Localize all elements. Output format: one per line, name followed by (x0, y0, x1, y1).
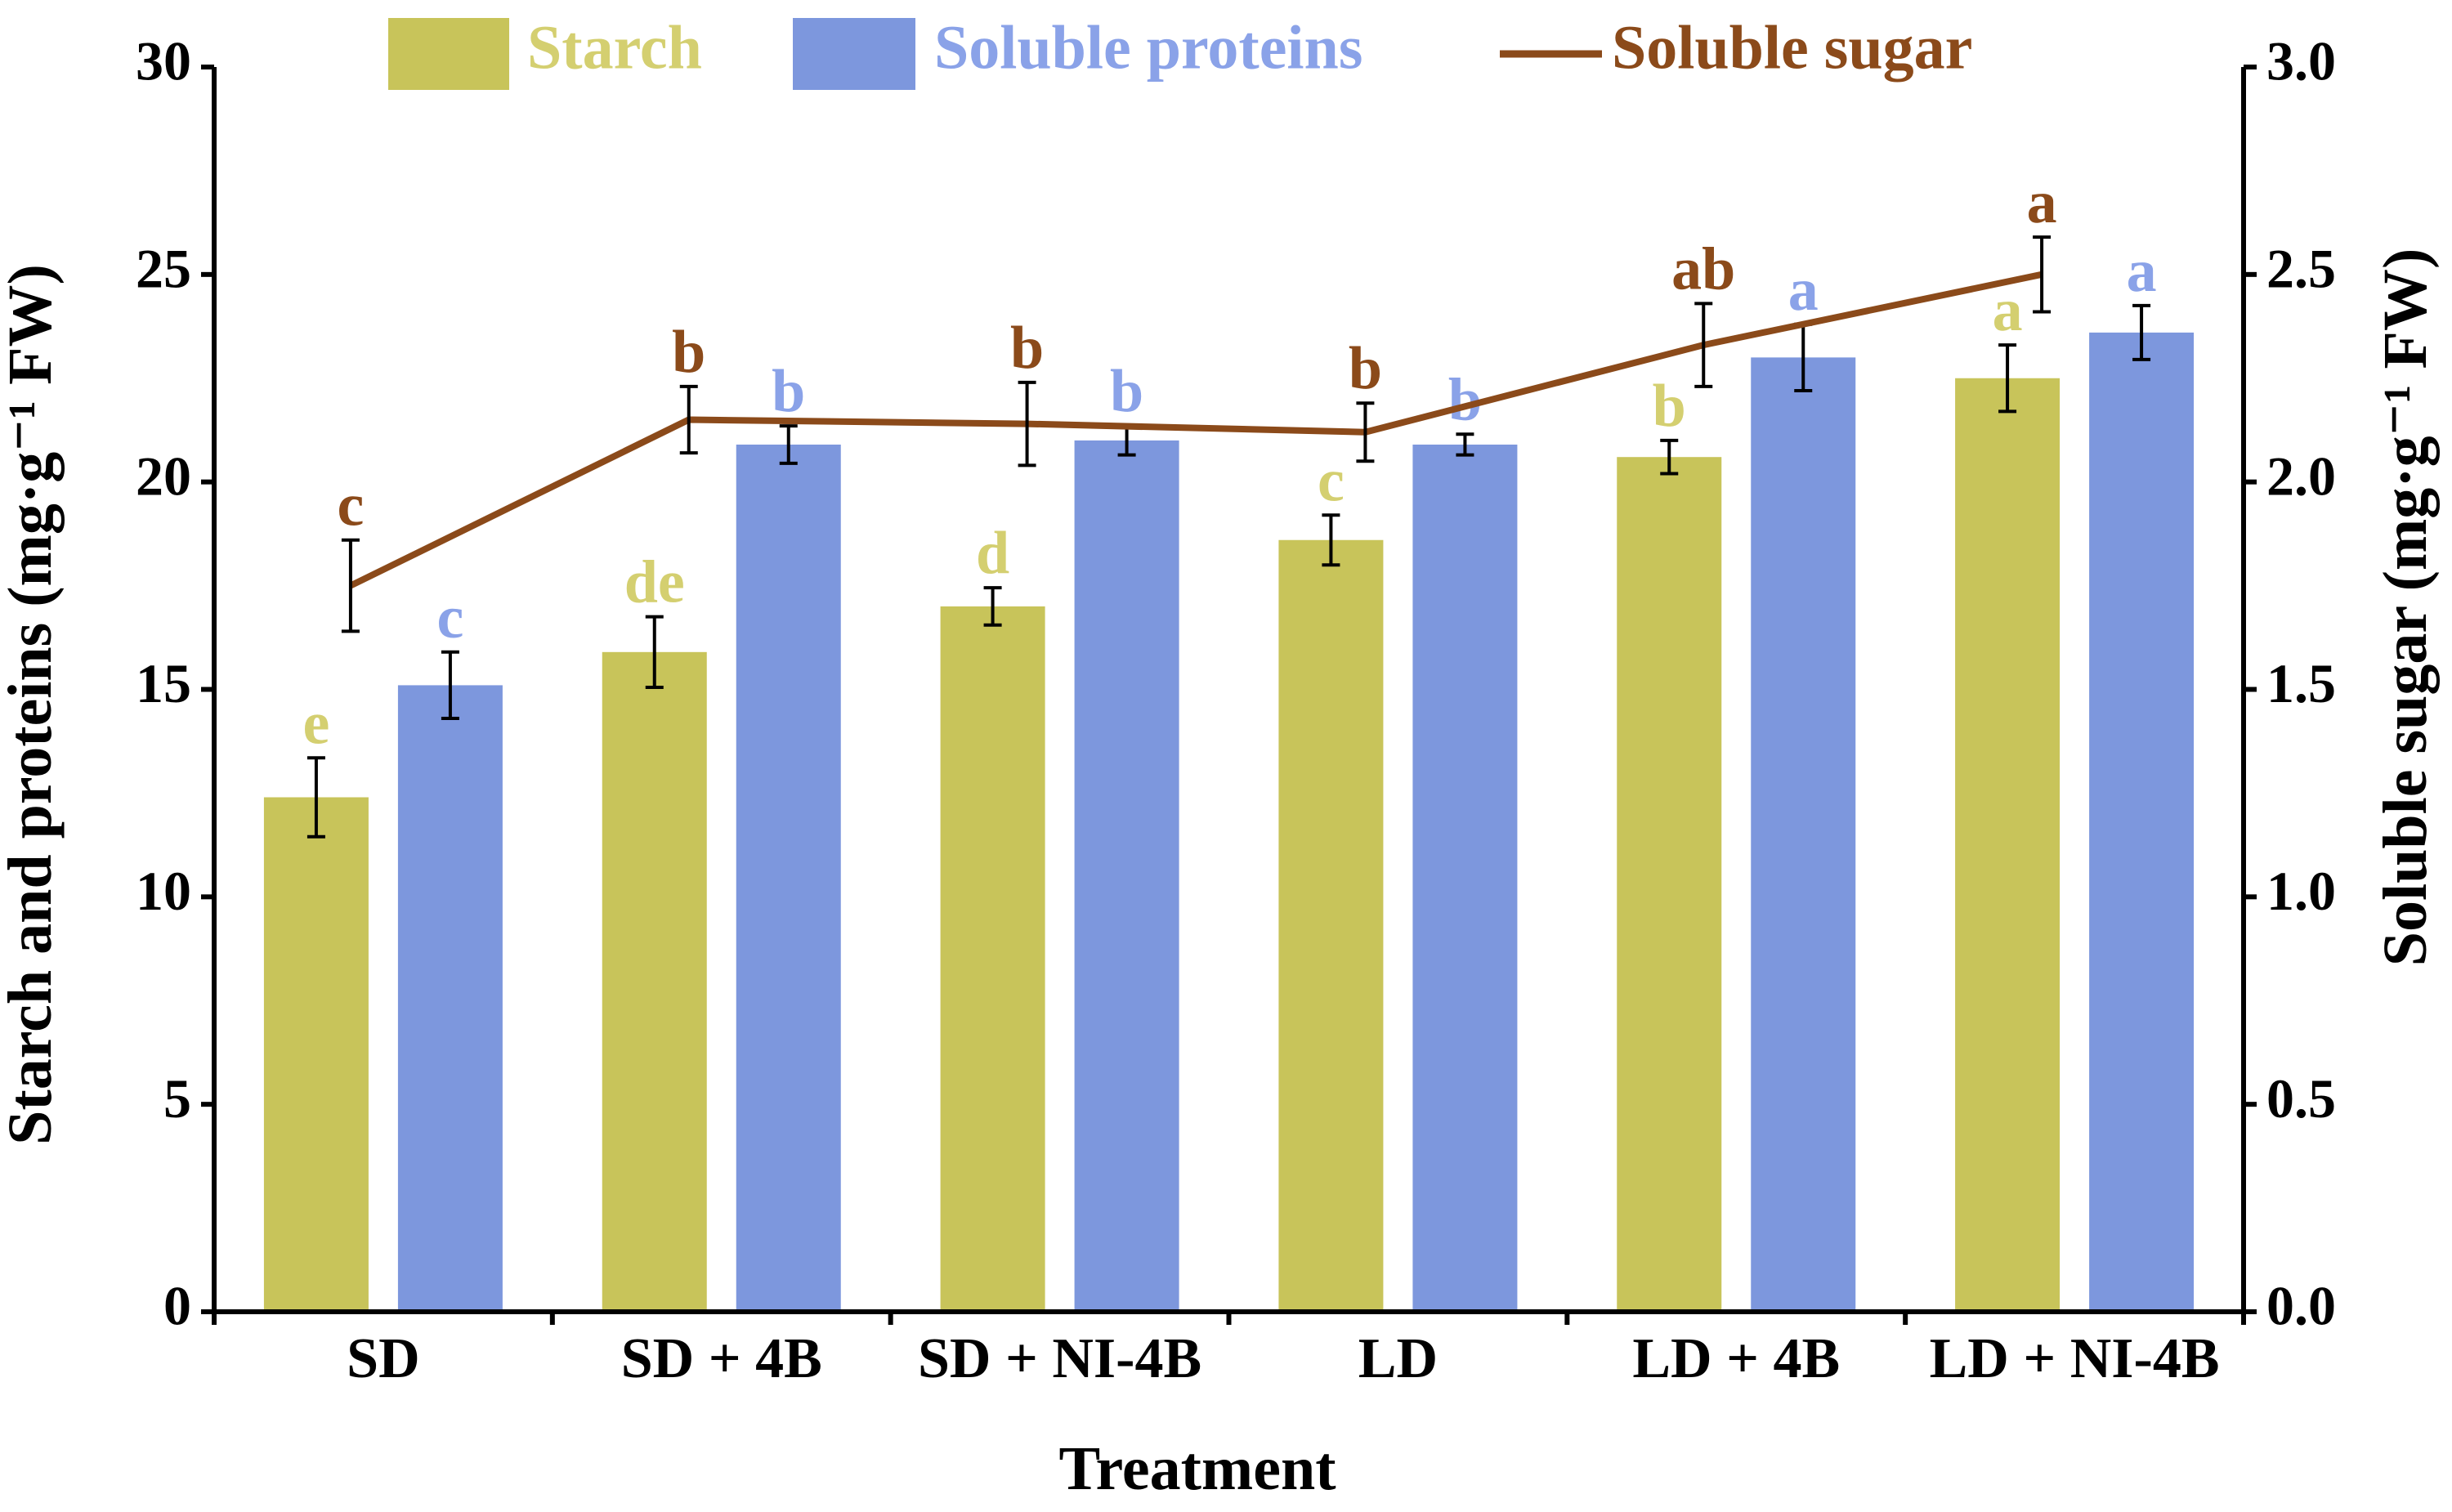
significance-letter-starch: a (1993, 277, 2023, 344)
bar-soluble-proteins (1751, 357, 1856, 1312)
significance-letter-starch: d (976, 520, 1009, 587)
legend-swatch-starch (388, 18, 509, 90)
y-tick-label-left: 5 (163, 1067, 191, 1130)
significance-letter-soluble-sugar: c (337, 472, 364, 539)
bar-soluble-proteins (397, 685, 503, 1312)
legend-swatch-soluble-proteins (793, 18, 915, 90)
significance-letter-soluble-proteins: c (436, 584, 463, 651)
y-tick-label-left: 25 (136, 237, 191, 299)
x-tick-label: SD (347, 1327, 419, 1390)
significance-letter-soluble-proteins: b (1110, 358, 1143, 425)
significance-letter-soluble-sugar: ab (1671, 235, 1735, 302)
y-tick-label-right: 1.0 (2266, 860, 2336, 922)
bar-starch (1955, 378, 2060, 1312)
bar-soluble-proteins (1074, 440, 1179, 1312)
y-axis-title-right: Soluble sugar (mg·g⁻¹ FW) (2371, 248, 2440, 967)
y-tick-label-left: 0 (163, 1275, 191, 1337)
significance-letter-starch: e (302, 690, 329, 757)
y-tick-label-right: 2.0 (2266, 445, 2336, 507)
significance-letter-soluble-proteins: b (1448, 366, 1482, 433)
series-line-soluble-sugar (349, 271, 2043, 589)
x-tick-label: LD + 4B (1632, 1327, 1840, 1390)
y-tick-label-right: 0.5 (2266, 1067, 2336, 1130)
x-tick-label: SD + NI-4B (918, 1327, 1201, 1390)
significance-letter-soluble-proteins: a (1788, 257, 1819, 324)
y-tick-label-right: 2.5 (2266, 237, 2336, 299)
x-tick-label: LD + NI-4B (1930, 1327, 2220, 1390)
bar-starch (940, 606, 1045, 1312)
bar-soluble-proteins (1412, 444, 1518, 1312)
significance-letter-soluble-sugar: a (2027, 169, 2057, 236)
y-tick-label-left: 20 (136, 445, 191, 507)
y-tick-label-left: 10 (136, 860, 191, 922)
significance-letter-soluble-proteins: b (772, 358, 805, 425)
legend-label-starch: Starch (527, 13, 702, 82)
y-tick-label-left: 15 (136, 652, 191, 714)
x-tick-label: LD (1358, 1327, 1438, 1390)
bar-soluble-proteins (736, 444, 841, 1312)
y-tick-label-right: 1.5 (2266, 652, 2336, 714)
bar-starch (1278, 539, 1384, 1312)
x-tick-label: SD + 4B (621, 1327, 822, 1390)
significance-letter-soluble-proteins: a (2127, 238, 2157, 305)
plot-area: 0 5 10 15 20 25 30 0.0 0.5 1.0 1.5 2.0 2.5 3.0 SD SD + … (136, 30, 2336, 1390)
significance-letter-starch: c (1318, 447, 1345, 514)
significance-letter-soluble-sugar: b (672, 319, 705, 386)
bar-starch (602, 651, 707, 1312)
legend-label-soluble-proteins: Soluble proteins (934, 13, 1362, 82)
legend-label-soluble-sugar: Soluble sugar (1612, 13, 1972, 82)
significance-letter-soluble-sugar: b (1010, 315, 1044, 382)
bar-soluble-proteins (2089, 332, 2195, 1312)
bar-starch (263, 797, 369, 1312)
significance-letter-starch: b (1653, 373, 1686, 440)
y-tick-label-left: 30 (136, 30, 191, 92)
significance-letter-soluble-sugar: b (1349, 335, 1382, 402)
y-tick-label-right: 3.0 (2266, 30, 2336, 92)
y-axis-title-left: Starch and proteins (mg·g⁻¹ FW) (0, 264, 65, 1145)
significance-letter-starch: de (624, 549, 685, 616)
bar-starch (1617, 457, 1722, 1312)
legend: Starch Soluble proteins Soluble sugar (388, 13, 1972, 90)
x-axis-title: Treatment (1058, 1434, 1336, 1503)
y-tick-label-right: 0.0 (2266, 1275, 2336, 1337)
